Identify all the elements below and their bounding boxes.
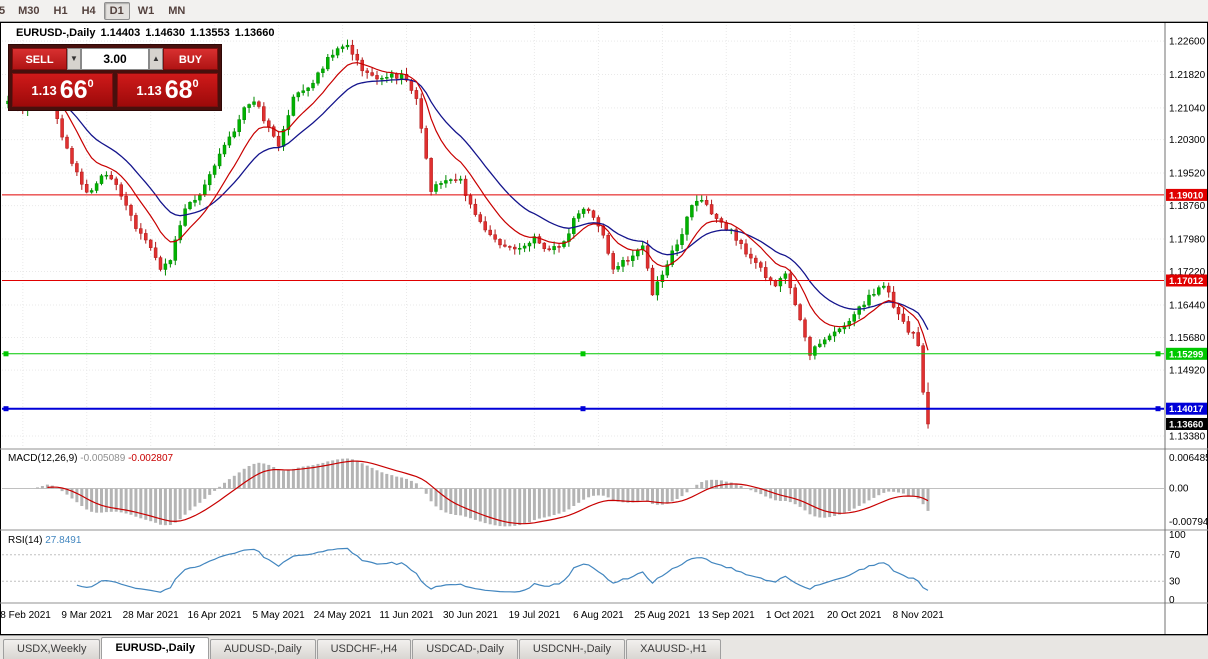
svg-text:5 May 2021: 5 May 2021 [252, 610, 305, 621]
svg-text:0.00: 0.00 [1169, 484, 1189, 495]
volume-increase-button[interactable]: ▲ [149, 48, 163, 70]
chart-tab-usdx[interactable]: USDX,Weekly [3, 639, 101, 659]
svg-text:1.20300: 1.20300 [1169, 135, 1206, 146]
svg-text:8 Nov 2021: 8 Nov 2021 [893, 610, 945, 621]
svg-text:100: 100 [1169, 530, 1186, 541]
chart-tab-usdchf-[interactable]: USDCHF-,H4 [316, 639, 412, 659]
timeframe-toolbar: 5 M30 H1 H4 D1 W1 MN [0, 0, 1208, 22]
trade-panel-price-row: 1.13 66 0 1.13 68 0 [12, 73, 218, 107]
svg-text:28 Mar 2021: 28 Mar 2021 [123, 610, 180, 621]
svg-text:1.16440: 1.16440 [1169, 300, 1206, 311]
svg-text:1.15680: 1.15680 [1169, 333, 1206, 344]
chart-tab-audusd-[interactable]: AUDUSD-,Daily [209, 639, 316, 659]
rsi-value: 27.8491 [45, 535, 82, 546]
macd-pane: 0.006485 0.00 -0.007947 [2, 453, 1208, 528]
timeframe-button-w1[interactable]: W1 [137, 4, 155, 17]
svg-text:30: 30 [1169, 577, 1181, 588]
timeframe-button-mn[interactable]: MN [168, 4, 186, 17]
price-axis: 1.22600 1.21820 1.21040 1.20300 1.19520 1.187… [1166, 37, 1207, 443]
buy-big-figure: 1.13 [136, 82, 162, 98]
buy-pips: 68 [164, 76, 193, 104]
moving-averages [7, 61, 929, 351]
svg-text:1.13380: 1.13380 [1169, 432, 1206, 443]
chart-tab-usdcnh-[interactable]: USDCNH-,Daily [518, 639, 626, 659]
trade-panel-top-row: SELL ▼ ▲ BUY [12, 48, 218, 70]
svg-text:1.14920: 1.14920 [1169, 366, 1206, 377]
sell-price-display[interactable]: 1.13 66 0 [12, 73, 113, 107]
svg-text:0: 0 [1169, 595, 1175, 606]
timeframe-button-m30[interactable]: M30 [18, 4, 40, 17]
svg-text:1.19010: 1.19010 [1169, 190, 1203, 201]
close-value: 1.13660 [234, 27, 275, 39]
svg-text:1.18760: 1.18760 [1169, 201, 1206, 212]
buy-button[interactable]: BUY [163, 48, 218, 70]
svg-text:16 Apr 2021: 16 Apr 2021 [188, 610, 242, 621]
grid [2, 25, 1164, 447]
low-value: 1.13553 [190, 27, 230, 39]
symbol-period-label: EURUSD-,Daily [16, 27, 96, 39]
rsi-pane: 100 70 30 0 [2, 530, 1186, 606]
chart-tab-bar: USDX,Weekly EURUSD-,Daily AUDUSD-,Daily USD… [0, 635, 1208, 659]
chart-tab-eurusd-[interactable]: EURUSD-,Daily [101, 637, 209, 659]
volume-input[interactable] [81, 48, 149, 70]
svg-text:1.21820: 1.21820 [1169, 70, 1206, 81]
date-axis: 18 Feb 2021 9 Mar 2021 28 Mar 2021 16 Apr 2… [0, 610, 944, 621]
sell-pips: 66 [59, 76, 88, 104]
timeframe-button-h4[interactable]: H4 [81, 4, 96, 17]
chart-ohlc-title: EURUSD-,Daily 1.14403 1.14630 1.13553 1.1366… [16, 27, 280, 39]
candles [6, 39, 930, 429]
svg-text:1.21040: 1.21040 [1169, 103, 1206, 114]
rsi-name: RSI(14) [8, 535, 43, 546]
svg-text:6 Aug 2021: 6 Aug 2021 [573, 610, 624, 621]
chart-tab-usdcad-[interactable]: USDCAD-,Daily [412, 639, 518, 659]
pane-separators [0, 23, 1208, 634]
svg-text:1 Oct 2021: 1 Oct 2021 [766, 610, 815, 621]
open-value: 1.14403 [100, 27, 141, 39]
svg-text:24 May 2021: 24 May 2021 [314, 610, 372, 621]
svg-text:25 Aug 2021: 25 Aug 2021 [634, 610, 691, 621]
macd-signal-value: -0.002807 [128, 453, 174, 464]
rsi-indicator-label: RSI(14) 27.8491 [8, 535, 81, 546]
macd-indicator-label: MACD(12,26,9) -0.005089 -0.002807 [8, 453, 173, 464]
timeframe-button-h1[interactable]: H1 [53, 4, 68, 17]
svg-text:9 Mar 2021: 9 Mar 2021 [61, 610, 112, 621]
buy-price-display[interactable]: 1.13 68 0 [117, 73, 218, 107]
svg-text:1.13660: 1.13660 [1169, 420, 1203, 431]
svg-text:1.17980: 1.17980 [1169, 234, 1206, 245]
macd-main-value: -0.005089 [80, 453, 126, 464]
buy-point: 0 [192, 78, 199, 90]
svg-text:0.006485: 0.006485 [1169, 453, 1208, 464]
svg-text:18 Feb 2021: 18 Feb 2021 [0, 610, 51, 621]
volume-decrease-button[interactable]: ▼ [67, 48, 81, 70]
macd-name: MACD(12,26,9) [8, 453, 78, 464]
svg-text:20 Oct 2021: 20 Oct 2021 [827, 610, 882, 621]
svg-text:1.17012: 1.17012 [1169, 276, 1203, 287]
svg-text:30 Jun 2021: 30 Jun 2021 [443, 610, 498, 621]
high-value: 1.14630 [145, 27, 185, 39]
svg-text:1.15299: 1.15299 [1169, 349, 1203, 360]
sell-button[interactable]: SELL [12, 48, 67, 70]
chart-window[interactable] [0, 22, 1208, 635]
svg-text:19 Jul 2021: 19 Jul 2021 [509, 610, 561, 621]
svg-text:70: 70 [1169, 550, 1181, 561]
timeframe-button-5[interactable]: 5 [0, 4, 6, 17]
svg-text:1.14017: 1.14017 [1169, 404, 1203, 415]
svg-text:13 Sep 2021: 13 Sep 2021 [698, 610, 755, 621]
svg-text:11 Jun 2021: 11 Jun 2021 [379, 610, 434, 621]
svg-text:1.22600: 1.22600 [1169, 37, 1206, 48]
sell-big-figure: 1.13 [31, 82, 57, 98]
svg-text:1.17220: 1.17220 [1169, 267, 1206, 278]
sell-point: 0 [87, 78, 94, 90]
svg-text:1.19520: 1.19520 [1169, 169, 1206, 180]
svg-text:-0.007947: -0.007947 [1169, 517, 1208, 528]
chart-tab-xauusd-[interactable]: XAUUSD-,H1 [626, 639, 721, 659]
timeframe-button-d1[interactable]: D1 [103, 1, 130, 20]
one-click-trading-panel: SELL ▼ ▲ BUY 1.13 66 0 1.13 68 0 [8, 44, 222, 111]
horizontal-line-objects[interactable] [2, 194, 1164, 412]
